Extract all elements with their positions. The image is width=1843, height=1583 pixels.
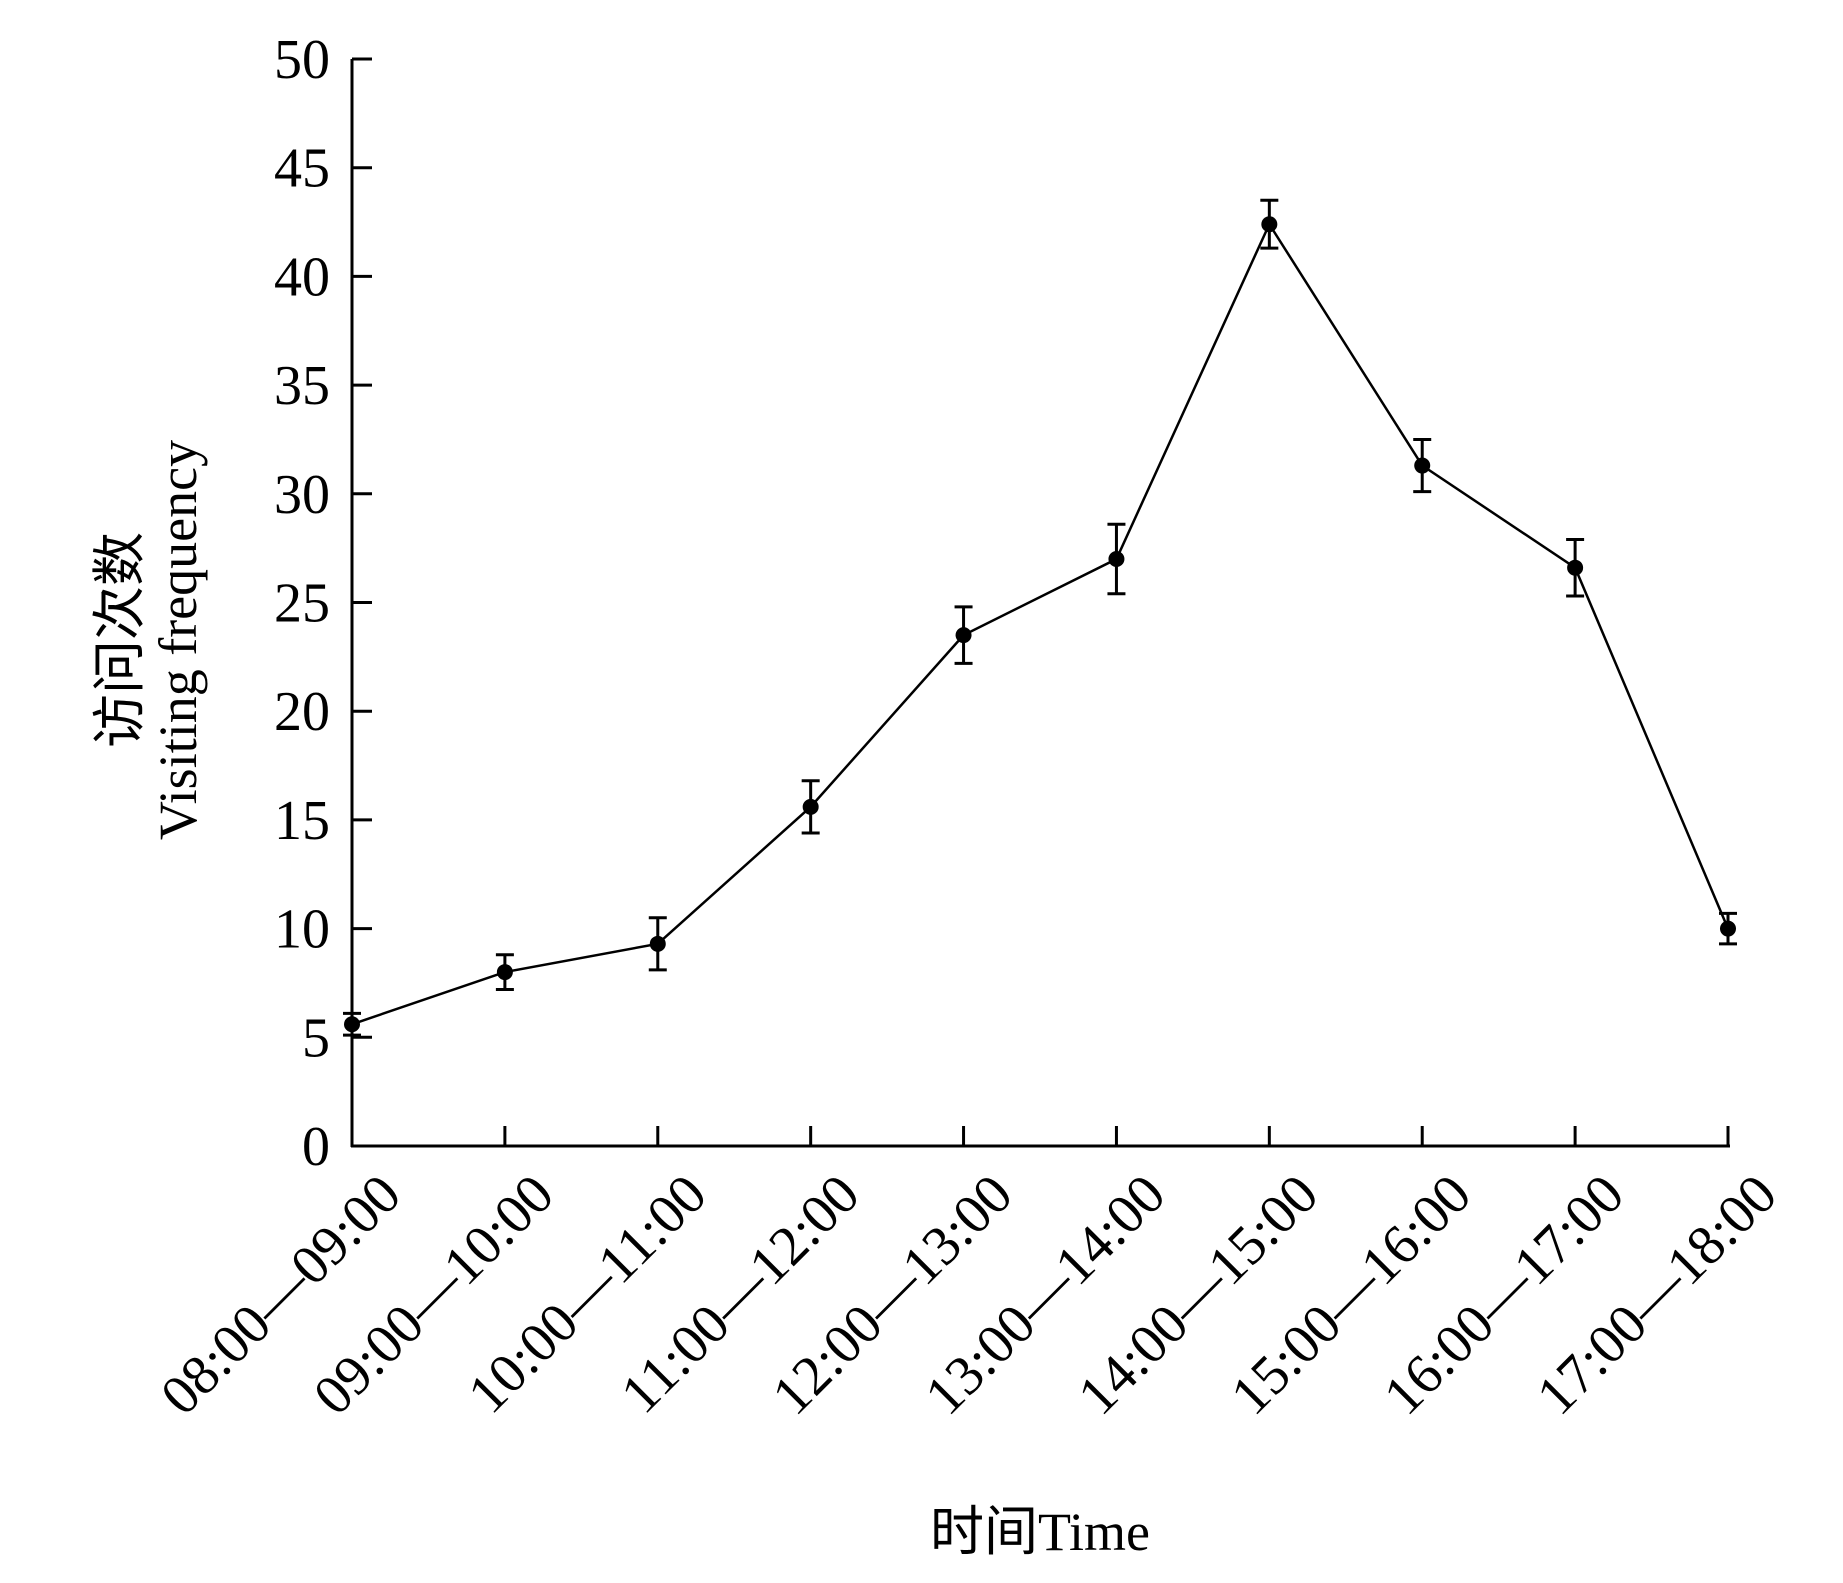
data-point [1108, 551, 1125, 568]
y-tick-label: 10 [274, 899, 330, 961]
data-point [1261, 216, 1278, 233]
y-tick-label: 20 [274, 681, 330, 743]
x-axis-title: 时间Time [930, 1502, 1150, 1562]
data-point [955, 627, 972, 644]
data-marks [343, 198, 1737, 1037]
y-tick-label: 15 [274, 790, 330, 852]
y-tick-label: 40 [274, 246, 330, 308]
data-point [649, 935, 666, 952]
y-tick-label: 25 [274, 573, 330, 635]
y-tick-label: 0 [302, 1116, 330, 1178]
data-point [1720, 920, 1736, 937]
data-point [1414, 457, 1431, 474]
y-tick-label: 45 [274, 138, 330, 200]
data-point [802, 798, 819, 815]
y-tick-label: 35 [274, 355, 330, 417]
data-point [496, 964, 513, 981]
y-axis-title-en: Visiting frequency [148, 440, 208, 840]
axes: 0510152025303540455008:00—09:0009:00—10:… [149, 29, 1789, 1427]
y-tick-label: 30 [274, 464, 330, 526]
series-line [351, 221, 1730, 1026]
data-point [1567, 559, 1584, 576]
y-axis-title-cn: 访问次数 [90, 532, 150, 748]
y-tick-label: 5 [302, 1007, 330, 1069]
data-point [344, 1016, 360, 1033]
y-tick-label: 50 [274, 29, 330, 91]
